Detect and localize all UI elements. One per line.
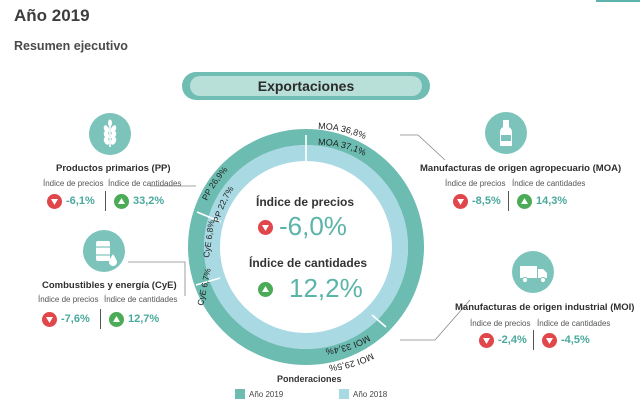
sector-moi-name: Manufacturas de origen industrial (MOI): [455, 302, 635, 313]
top-accent-line: [596, 0, 640, 2]
value-separator: [100, 309, 101, 329]
sector-moi-cantidades-value: -4,5%: [561, 334, 590, 346]
up-arrow-icon: [258, 282, 273, 297]
down-arrow-icon: [42, 312, 57, 327]
value-separator: [508, 191, 509, 211]
down-arrow-icon: [47, 194, 62, 209]
oil-barrel-icon: [83, 230, 125, 272]
down-arrow-icon: [479, 333, 494, 348]
sector-moi-precios-value: -2,4%: [498, 334, 527, 346]
sector-moa-cantidades-label: Índice de cantidades: [512, 179, 586, 188]
legend-item-2019: Año 2019: [249, 390, 284, 399]
up-arrow-icon: [114, 194, 129, 209]
sector-moa-name: Manufacturas de origen agropecuario (MOA…: [420, 163, 622, 174]
sector-moa-cantidades-value: 14,3%: [536, 195, 568, 207]
sector-pp-cantidades-label: Índice de cantidades: [108, 179, 182, 188]
sector-pp-name: Productos primarios (PP): [56, 163, 171, 174]
leader-moa: [400, 134, 446, 161]
bottle-icon: [485, 112, 527, 154]
sector-moi-precios-label: Índice de precios: [470, 319, 531, 328]
legend-item-2018: Año 2018: [353, 390, 388, 399]
down-arrow-icon: [453, 194, 468, 209]
legend-title: Ponderaciones: [277, 374, 342, 384]
legend-swatch-2019: [235, 389, 245, 399]
exportaciones-banner: Exportaciones: [182, 72, 430, 100]
leader-cye: [128, 261, 186, 296]
page-subtitle: Resumen ejecutivo: [14, 39, 128, 53]
sector-moa-precios-label: Índice de precios: [445, 179, 506, 188]
inner-ring-2018: [204, 145, 408, 349]
down-arrow-icon: [542, 333, 557, 348]
sector-pp-cantidades-value: 33,2%: [133, 195, 165, 207]
sector-moi-cantidades-label: Índice de cantidades: [537, 319, 611, 328]
sector-cye-cantidades-label: Índice de cantidades: [104, 295, 178, 304]
center-precios-label: Índice de precios: [256, 195, 355, 209]
center-cantidades-label: Índice de cantidades: [249, 256, 368, 270]
truck-icon: [512, 251, 554, 293]
page-title: Año 2019: [14, 6, 90, 25]
sector-cye-precios-label: Índice de precios: [38, 295, 99, 304]
center-cantidades-value: 12,2%: [289, 273, 363, 303]
down-arrow-icon: [258, 220, 273, 235]
sector-cye-name: Combustibles y energía (CyE): [42, 280, 177, 291]
sector-moa-precios-value: -8,5%: [472, 195, 501, 207]
up-arrow-icon: [517, 194, 532, 209]
leader-moi: [400, 299, 471, 341]
sector-cye-cantidades-value: 12,7%: [128, 313, 160, 325]
legend-swatch-2018: [339, 389, 349, 399]
sector-pp-precios-label: Índice de precios: [43, 179, 104, 188]
exportaciones-label: Exportaciones: [190, 76, 422, 96]
ring-dividers: [195, 135, 387, 328]
value-separator: [105, 191, 106, 211]
wheat-icon: [89, 113, 131, 155]
up-arrow-icon: [109, 312, 124, 327]
center-precios-value: -6,0%: [279, 211, 347, 241]
sector-cye-precios-value: -7,6%: [61, 313, 90, 325]
sector-pp-precios-value: -6,1%: [66, 195, 95, 207]
value-separator: [533, 330, 534, 350]
